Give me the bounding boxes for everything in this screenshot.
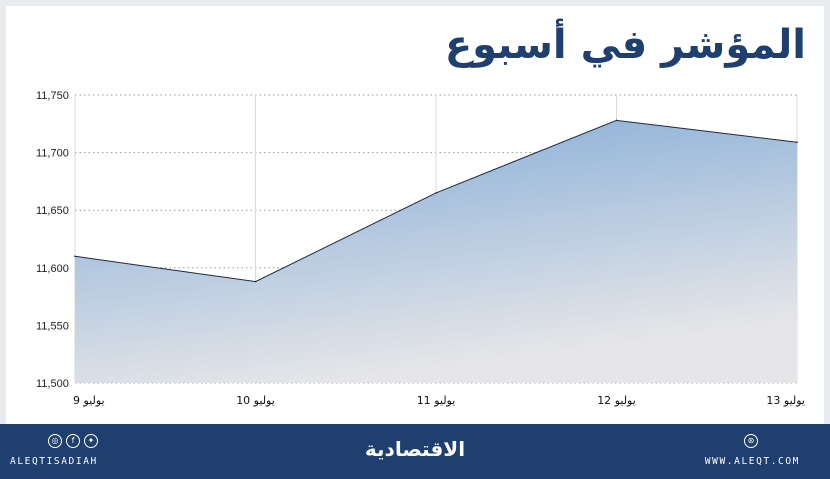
- instagram-icon[interactable]: ◎: [48, 434, 62, 448]
- x-tick-label: 9 يوليو: [73, 394, 105, 407]
- data-point: [74, 255, 76, 258]
- y-axis-ticks: 11,500 11,550 11,600 11,650 11,700 11,750: [36, 90, 69, 390]
- y-tick-label: 11,750: [36, 90, 69, 102]
- brand-logo: الاقتصادية: [364, 437, 466, 461]
- area-series: [74, 119, 798, 384]
- social-handle[interactable]: ALEQTISADIAH: [10, 456, 98, 467]
- web-icon[interactable]: ⊛: [744, 434, 758, 448]
- chart-title: المؤشر في أسبوع: [444, 22, 806, 68]
- data-point: [254, 280, 257, 283]
- y-tick-label: 11,550: [36, 320, 69, 332]
- y-tick-label: 11,650: [36, 205, 69, 217]
- twitter-icon[interactable]: ✦: [84, 434, 98, 448]
- y-tick-label: 11,600: [36, 263, 69, 275]
- facebook-icon[interactable]: f: [66, 434, 80, 448]
- x-tick-label: 12 يوليو: [597, 394, 636, 407]
- data-point: [615, 119, 618, 122]
- area-fill: [75, 120, 797, 384]
- x-tick-label: 10 يوليو: [236, 394, 275, 407]
- y-tick-label: 11,500: [36, 378, 69, 390]
- footer-bar: ◎ f ✦ ALEQTISADIAH الاقتصادية ⊛ WWW.ALEQ…: [0, 424, 830, 479]
- website-link[interactable]: WWW.ALEQT.COM: [704, 456, 800, 467]
- social-icons-left: ◎ f ✦: [48, 434, 98, 448]
- area-chart: 11,500 11,550 11,600 11,650 11,700 11,750 9 ي…: [36, 90, 805, 407]
- x-axis-ticks: 9 يوليو 10 يوليو 11 يوليو 12 يوليو 13 يوليو: [73, 394, 805, 407]
- x-tick-label: 13 يوليو: [766, 394, 805, 407]
- x-tick-label: 11 يوليو: [417, 394, 456, 407]
- y-tick-label: 11,700: [36, 148, 69, 160]
- data-point: [435, 192, 437, 194]
- data-point: [796, 141, 798, 144]
- social-icons-right: ⊛: [744, 434, 758, 448]
